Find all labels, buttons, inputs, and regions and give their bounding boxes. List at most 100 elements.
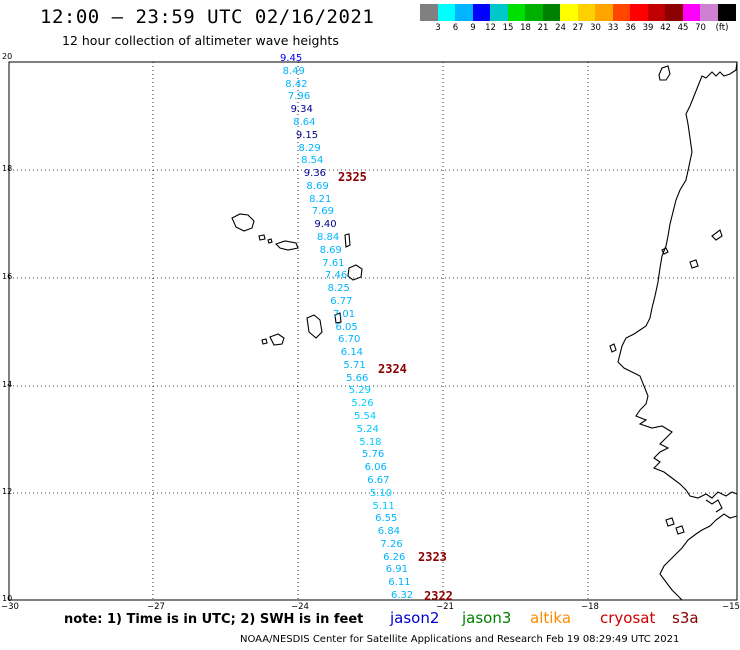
- wave-height-value: 8.29: [298, 142, 321, 154]
- wave-height-value: 8.54: [301, 155, 324, 167]
- coast-guinea: [659, 513, 738, 601]
- legend-swatch: [525, 4, 543, 21]
- legend-swatch: [700, 4, 718, 21]
- page-title: 12:00 – 23:59 UTC 02/16/2021: [40, 6, 375, 28]
- page-subtitle: 12 hour collection of altimeter wave hei…: [62, 33, 339, 48]
- islet-b: [661, 247, 669, 255]
- wave-height-value: 6.84: [377, 526, 401, 538]
- y-tick-label: 14: [2, 380, 13, 389]
- wave-height-value: 6.11: [388, 577, 411, 589]
- wave-height-value: 5.11: [372, 500, 395, 512]
- wave-height-value: 6.14: [340, 347, 364, 359]
- legend-swatch: [420, 4, 438, 21]
- legend-swatch: [455, 4, 473, 21]
- legend-swatch: [595, 4, 613, 21]
- wave-height-value: 5.10: [369, 487, 393, 499]
- wave-height-value: 5.18: [359, 436, 382, 448]
- coast-mauritania: [617, 61, 738, 411]
- island-fogo: [269, 333, 285, 346]
- legend-swatch: [490, 4, 508, 21]
- y-tick-label: 20: [2, 52, 13, 61]
- island-sal: [344, 233, 351, 248]
- legend-label: (ft): [715, 23, 729, 33]
- wave-height-value: 8.49: [282, 65, 305, 77]
- legend-swatch: [507, 4, 526, 21]
- legend-label: 18: [520, 23, 531, 33]
- wave-height-value: 6.55: [375, 513, 398, 525]
- legend-label: 70: [695, 23, 706, 33]
- wave-height-value: 9.45: [280, 53, 303, 64]
- wave-height-value: 6.77: [330, 295, 353, 307]
- x-tick-label: −24: [291, 602, 309, 612]
- legend-label: 6: [452, 23, 459, 33]
- satellite-cryosat: cryosat: [600, 609, 656, 627]
- island-canary-edge: [658, 65, 671, 81]
- wave-height-value: 8.69: [306, 180, 329, 192]
- wave-height-value: 6.32: [391, 590, 414, 601]
- wave-height-value: 5.71: [343, 359, 366, 371]
- wave-height-value: 7.61: [322, 257, 345, 269]
- x-tick-label: −18: [581, 602, 599, 612]
- y-tick-label: 16: [2, 272, 13, 281]
- x-tick-label: −21: [436, 602, 454, 612]
- legend-swatch: [560, 4, 578, 21]
- x-tick-label: −27: [147, 602, 165, 612]
- orbit-label-2325: 2325: [338, 170, 367, 184]
- wave-height-value: 8.42: [285, 78, 308, 90]
- coast-senegal: [635, 409, 738, 499]
- legend-swatch: [542, 4, 561, 21]
- wave-height-value: 9.36: [303, 168, 327, 180]
- legend-label: 30: [590, 23, 601, 33]
- islet-a: [711, 229, 723, 241]
- wave-height-value: 9.15: [295, 129, 319, 141]
- orbit-label-2324: 2324: [378, 362, 407, 376]
- legend-label: 9: [470, 23, 476, 33]
- legend-label: 12: [485, 23, 496, 33]
- wave-height-value: 6.05: [335, 321, 358, 333]
- wave-height-value: 6.70: [338, 334, 361, 346]
- coast-bissagos: [665, 517, 685, 535]
- island-santo-antao: [231, 213, 255, 232]
- footer-credit: NOAA/NESDIS Center for Satellite Applica…: [240, 634, 680, 645]
- legend-label: 45: [677, 23, 689, 33]
- wave-height-value: 8.64: [293, 116, 316, 128]
- legend-swatch: [665, 4, 683, 21]
- island-boa-vista: [347, 264, 363, 281]
- island-brava: [261, 338, 268, 345]
- island-santiago: [306, 314, 323, 339]
- island-maio: [334, 312, 342, 324]
- y-tick-label: 12: [2, 487, 13, 496]
- cape-verde-islands: [231, 213, 363, 346]
- wave-height-value: 6.06: [364, 462, 387, 474]
- satellite-s3a: s3a: [672, 609, 699, 627]
- wave-height-value: 8.25: [327, 283, 350, 295]
- wave-height-value: 7.01: [332, 308, 356, 320]
- orbit-label-2323: 2323: [418, 550, 447, 564]
- wave-height-value: 8.69: [319, 244, 342, 256]
- wave-height-value: 5.54: [354, 411, 377, 422]
- legend-swatch: [577, 4, 596, 21]
- island-santa-luzia: [267, 238, 273, 244]
- y-tick-label: 10: [2, 594, 13, 603]
- islet-c: [689, 259, 699, 269]
- legend-swatch: [717, 4, 736, 21]
- wave-height-value: 8.84: [317, 232, 340, 243]
- footer-note: note: 1) Time is in UTC; 2) SWH is in fe…: [64, 612, 364, 627]
- legend-label: 27: [572, 23, 584, 33]
- wave-height-value: 9.40: [314, 219, 337, 231]
- island-sao-nicolau: [274, 240, 299, 251]
- island-sao-vicente: [258, 234, 266, 241]
- legend-swatch: [630, 4, 648, 21]
- wave-height-value: 6.91: [385, 564, 408, 576]
- wave-height-value: 7.26: [380, 538, 403, 550]
- x-tick-label: −15: [722, 602, 740, 612]
- wave-height-value: 5.24: [356, 423, 379, 435]
- legend-label: 3: [435, 23, 441, 33]
- legend-label: 42: [660, 23, 671, 33]
- wave-height-value: 8.21: [309, 193, 332, 205]
- wave-height-value: 5.29: [348, 385, 371, 397]
- x-tick-label: −30: [1, 602, 19, 612]
- legend-label: 15: [502, 23, 514, 33]
- legend-swatch: [472, 4, 491, 21]
